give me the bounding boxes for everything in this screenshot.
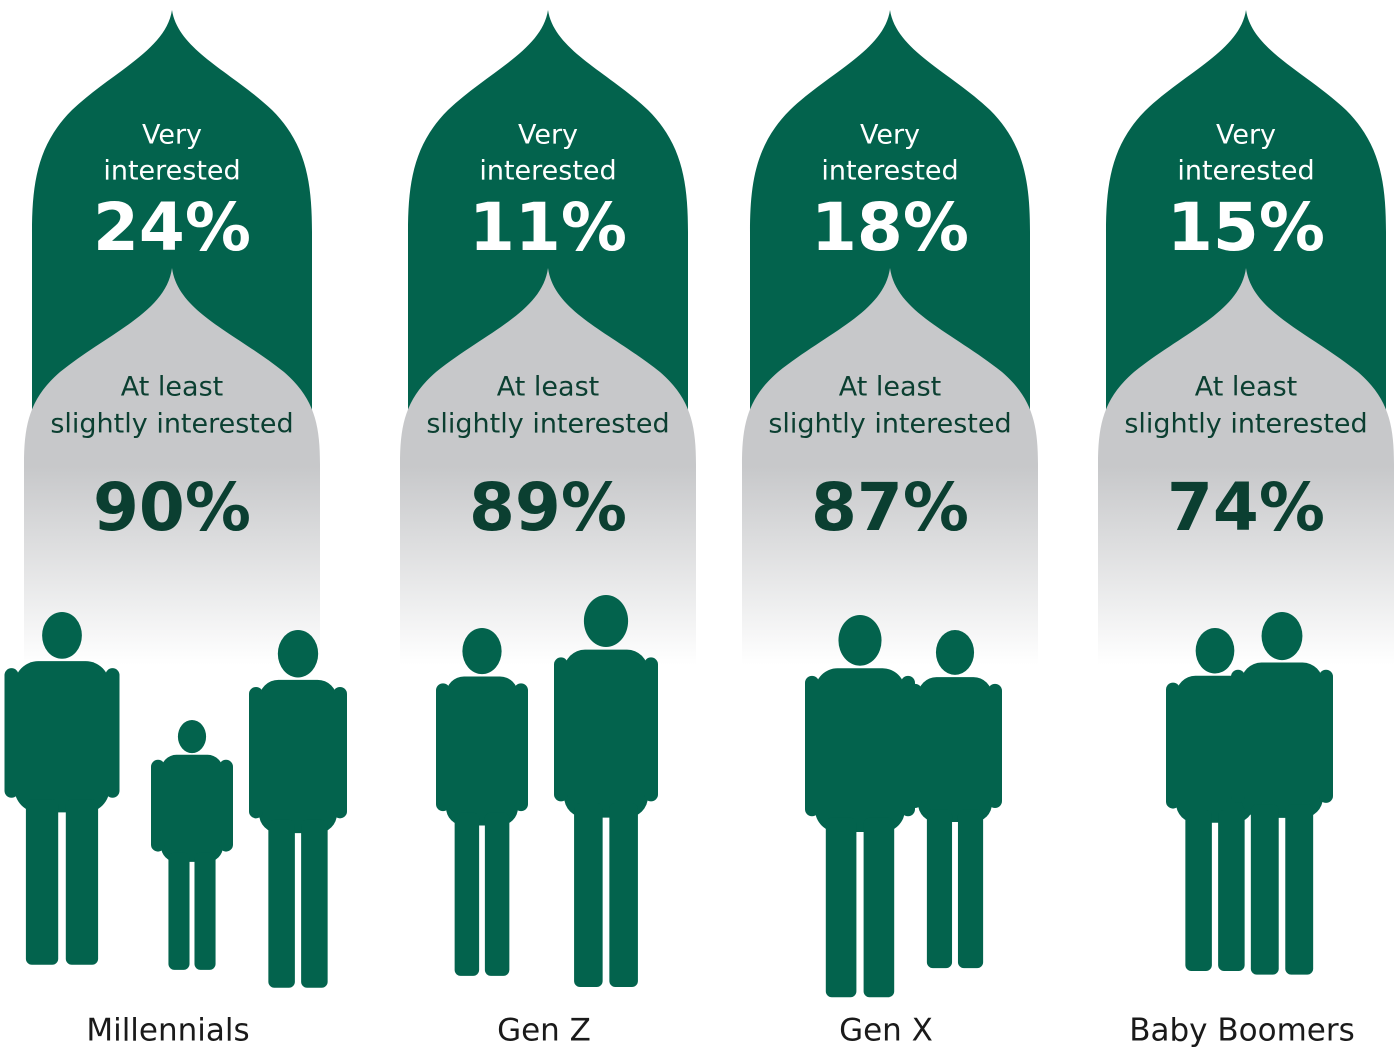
torso [259,680,337,833]
torso [1241,663,1323,818]
slight-label: At least [839,372,941,403]
slight-label: slightly interested [426,409,669,440]
slight-label: slightly interested [50,409,293,440]
arm [249,687,263,818]
group-name: Gen Z [497,1013,591,1049]
leg [1218,810,1245,971]
group-name: Baby Boomers [1129,1013,1355,1049]
leg [1285,804,1313,974]
slight-label: At least [497,372,599,403]
head [178,720,206,753]
leg [455,813,479,976]
slight-value: 74% [1167,469,1325,546]
very-label: interested [1177,156,1314,187]
silhouette [151,720,233,970]
very-value: 11% [469,189,627,266]
arm [333,687,347,818]
leg [301,820,328,988]
arm [908,684,922,808]
leg [485,813,509,976]
very-label: Very [860,120,920,151]
torso [918,677,992,822]
leg [958,809,983,968]
leg [168,853,189,970]
head [584,595,628,647]
leg [927,809,952,968]
arm [106,668,120,798]
slight-label: At least [1195,372,1297,403]
leg [1251,804,1279,974]
silhouette [1231,612,1333,975]
arm [5,668,19,798]
slight-label: slightly interested [1124,409,1367,440]
arm [514,683,528,811]
slight-label: At least [121,372,223,403]
very-label: Very [142,120,202,151]
very-label: interested [479,156,616,187]
head [838,615,881,666]
arm [1166,683,1180,809]
slight-label: slightly interested [768,409,1011,440]
arm [644,657,658,801]
head [42,612,82,659]
silhouette [908,630,1002,968]
very-label: Very [518,120,578,151]
arm [436,683,450,811]
leg [26,799,58,965]
leg [194,853,215,970]
infographic: Veryinterested24%At leastslightly intere… [0,0,1395,1051]
very-label: Very [1216,120,1276,151]
silhouette [436,628,528,976]
very-value: 15% [1167,189,1325,266]
arm [805,676,819,816]
head [1196,628,1235,674]
group-name: Gen X [839,1013,933,1049]
very-value: 24% [93,189,251,266]
leg [864,818,895,997]
torso [446,676,518,825]
silhouette [249,630,347,988]
leg [609,803,638,987]
very-value: 18% [811,189,969,266]
leg [826,818,857,997]
leg [66,799,98,965]
leg [268,820,295,988]
arm [988,684,1002,808]
arm [219,760,233,852]
torso [161,755,223,862]
head [278,630,318,677]
head [462,628,501,674]
leg [574,803,603,987]
torso [15,661,110,812]
slight-value: 89% [469,469,627,546]
arm [1231,670,1245,803]
leg [1185,810,1212,971]
very-label: interested [103,156,240,187]
arm [1319,670,1333,803]
slight-value: 87% [811,469,969,546]
torso [564,650,648,818]
torso [815,668,905,832]
slight-value: 90% [93,469,251,546]
head [936,630,974,675]
arm [151,760,165,852]
group-name: Millennials [86,1013,249,1049]
arm [554,657,568,801]
very-label: interested [821,156,958,187]
silhouette [805,615,915,997]
head [1262,612,1303,660]
